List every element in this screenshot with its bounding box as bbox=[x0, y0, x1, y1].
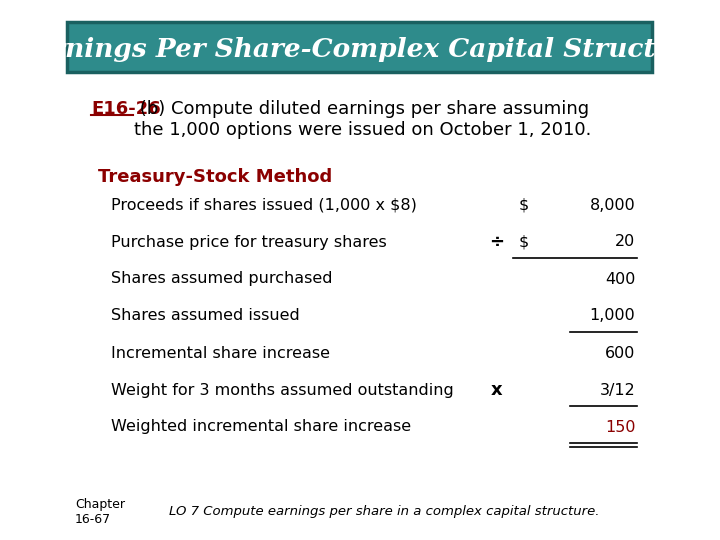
Text: 1,000: 1,000 bbox=[590, 308, 636, 323]
Text: 20: 20 bbox=[615, 234, 636, 249]
Text: $: $ bbox=[519, 234, 529, 249]
Text: Proceeds if shares issued (1,000 x $8): Proceeds if shares issued (1,000 x $8) bbox=[112, 198, 418, 213]
Text: 600: 600 bbox=[605, 346, 636, 361]
Text: Purchase price for treasury shares: Purchase price for treasury shares bbox=[112, 234, 387, 249]
Text: E16-26: E16-26 bbox=[91, 100, 161, 118]
Text: Shares assumed issued: Shares assumed issued bbox=[112, 308, 300, 323]
Text: 8,000: 8,000 bbox=[590, 198, 636, 213]
Text: Earnings Per Share-Complex Capital Structure: Earnings Per Share-Complex Capital Struc… bbox=[14, 37, 706, 63]
Text: Chapter
16-67: Chapter 16-67 bbox=[75, 498, 125, 526]
Text: 3/12: 3/12 bbox=[600, 382, 636, 397]
Text: Weighted incremental share increase: Weighted incremental share increase bbox=[112, 420, 412, 435]
Text: Incremental share increase: Incremental share increase bbox=[112, 346, 330, 361]
Text: Shares assumed purchased: Shares assumed purchased bbox=[112, 272, 333, 287]
Text: x: x bbox=[491, 381, 503, 399]
Text: 150: 150 bbox=[605, 420, 636, 435]
Text: 400: 400 bbox=[605, 272, 636, 287]
Text: (b) Compute diluted earnings per share assuming
the 1,000 options were issued on: (b) Compute diluted earnings per share a… bbox=[134, 100, 592, 139]
Text: LO 7 Compute earnings per share in a complex capital structure.: LO 7 Compute earnings per share in a com… bbox=[169, 505, 600, 518]
FancyBboxPatch shape bbox=[67, 22, 652, 72]
Text: Weight for 3 months assumed outstanding: Weight for 3 months assumed outstanding bbox=[112, 382, 454, 397]
Text: $: $ bbox=[519, 198, 529, 213]
Text: Treasury-Stock Method: Treasury-Stock Method bbox=[98, 168, 332, 186]
Text: ÷: ÷ bbox=[490, 233, 505, 251]
